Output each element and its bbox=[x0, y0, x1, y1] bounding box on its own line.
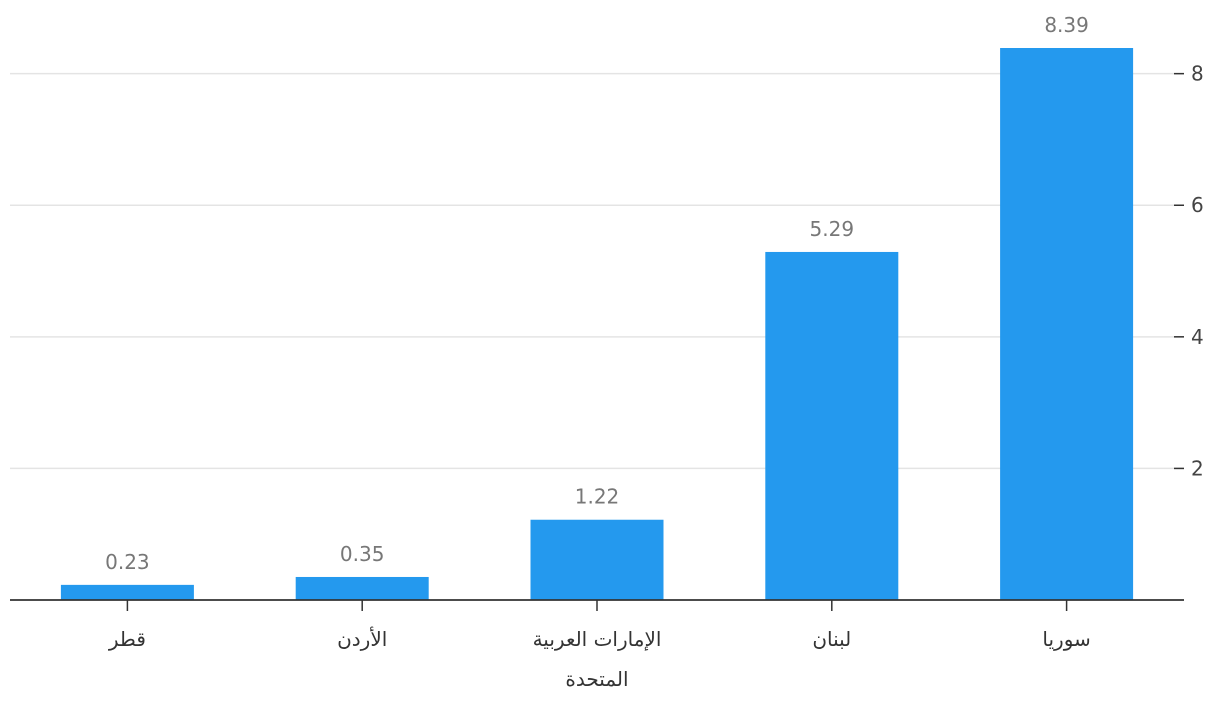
gridlines bbox=[10, 72, 1184, 470]
y-tick-label: 4 bbox=[1191, 325, 1204, 349]
x-tick-label: قطر bbox=[108, 627, 146, 651]
axes: 2 4 6 8 قطر الأردن الإمارات العربية المتحدة لبنا… bbox=[10, 62, 1204, 691]
y-tick-label: 6 bbox=[1191, 193, 1204, 217]
bar-value-label: 1.22 bbox=[575, 485, 620, 509]
x-tick-label: لبنان bbox=[812, 627, 851, 651]
bar bbox=[765, 251, 899, 600]
bars bbox=[60, 48, 1134, 600]
x-tick-label: الإمارات العربية bbox=[533, 627, 662, 651]
bar bbox=[530, 519, 664, 600]
data-labels: 0.23 0.35 1.22 5.29 8.39 bbox=[105, 13, 1089, 574]
bar-value-label: 5.29 bbox=[810, 217, 855, 241]
bar bbox=[295, 576, 429, 600]
y-tick-label: 2 bbox=[1191, 456, 1204, 480]
y-tick-label: 8 bbox=[1191, 62, 1204, 86]
x-tick-label: الأردن bbox=[337, 627, 387, 651]
bar-value-label: 8.39 bbox=[1044, 13, 1089, 37]
bar bbox=[60, 584, 194, 600]
x-tick-label: سوريا bbox=[1042, 627, 1090, 651]
bar-value-label: 0.35 bbox=[340, 542, 385, 566]
bar-value-label: 0.23 bbox=[105, 550, 150, 574]
bar bbox=[1000, 48, 1134, 600]
x-tick-label: المتحدة bbox=[565, 667, 628, 691]
